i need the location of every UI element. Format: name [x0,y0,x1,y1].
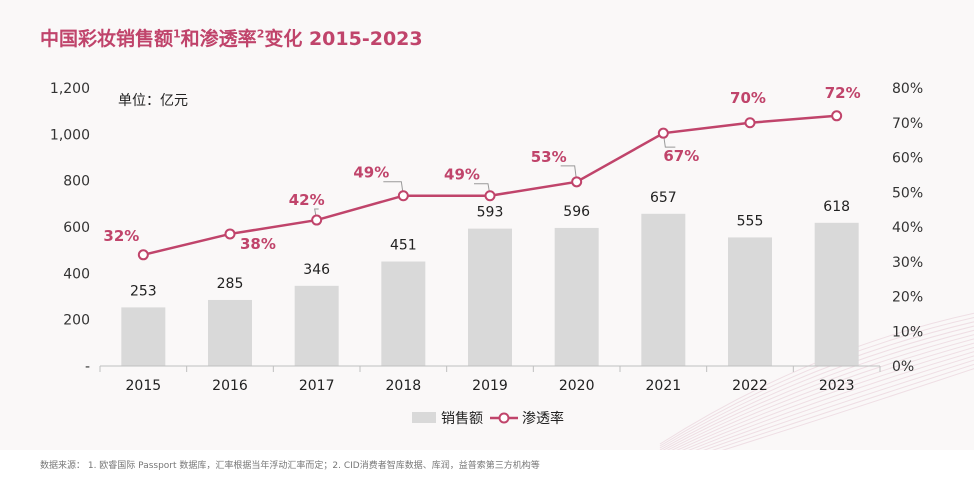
bar-series: 253 285 346 451 593 596 657 555 618 [121,190,859,366]
penetration-value-label: 49% [444,166,480,184]
penetration-value-label: 38% [240,235,276,253]
right-y-axis: 0% 10% 20% 30% 40% 50% 60% 70% 80% [892,81,923,375]
bar-2018 [381,261,426,366]
title-footnote-2: 2 [256,27,265,41]
decorative-wave-line [711,363,974,450]
right-axis-tick-label: 50% [892,185,923,201]
decorative-wave-line [721,368,974,450]
decorative-wave-line [671,338,974,450]
x-axis-tick-label: 2016 [212,378,248,394]
decorative-wave-line [676,342,974,450]
decorative-wave-line [703,359,974,450]
legend: 销售额 渗透率 [412,410,564,427]
bar-value-label: 618 [823,199,850,215]
penetration-value-label: 67% [663,147,699,165]
x-axis: 2015 2016 2017 2018 2019 2020 2021 2022 2023 [99,365,881,394]
decorative-wave-line [659,321,974,449]
point-2022 [744,117,756,129]
point-2021 [657,127,669,139]
penetration-value-label: 53% [531,148,567,166]
point-2023 [831,110,843,122]
x-axis-tick-label: 2018 [386,378,422,394]
legend-label-bar: 销售额 [441,411,483,427]
bar-value-label: 593 [477,205,504,221]
combo-chart: 单位：亿元 - 200 400 600 800 1,000 1,200 0% 10% 20% 30… [50,81,974,450]
decorative-wave-line [695,355,974,450]
penetration-value-label: 72% [825,84,861,102]
decorative-wave-line [681,346,974,450]
right-axis-tick-label: 30% [892,255,923,271]
right-axis-tick-label: 70% [892,116,923,132]
penetration-value-label: 42% [289,191,325,209]
penetration-value-label: 32% [103,227,139,245]
right-axis-tick-label: 10% [892,324,923,340]
left-axis-tick-label: - [85,359,90,375]
title-part-1: 中国彩妆销售额 [40,28,174,50]
decorative-wave-line [662,329,974,450]
left-axis-tick-label: 1,200 [50,81,90,97]
point-2018 [397,190,409,202]
bar-2019 [468,228,512,366]
x-axis-tick-label: 2020 [559,378,595,394]
bar-value-label: 596 [563,204,590,220]
chart-title: 中国彩妆销售额1和渗透率2变化 2015-2023 [40,24,423,51]
bar-value-label: 253 [130,283,157,299]
left-axis-tick-label: 200 [63,313,90,329]
legend-marker [498,412,510,424]
left-axis-tick-label: 600 [63,220,90,236]
bar-2016 [208,299,252,366]
point-2020 [571,176,583,188]
right-axis-tick-label: 80% [892,81,923,97]
bar-value-label: 657 [650,190,677,206]
title-footnote-1: 1 [173,27,181,41]
bar-2021 [641,213,686,366]
decorative-wave-line [688,351,974,450]
penetration-value-label: 70% [730,89,766,107]
unit-label: 单位：亿元 [118,93,188,109]
right-axis-tick-label: 20% [892,290,923,306]
bar-value-label: 346 [303,262,330,278]
x-axis-tick-label: 2019 [472,378,508,394]
title-part-3: 变化 2015-2023 [264,28,423,50]
bar-2017 [294,285,339,366]
bar-value-label: 285 [217,276,244,292]
right-axis-tick-label: 60% [892,151,923,167]
point-2016 [224,228,236,240]
point-2019 [484,190,496,202]
penetration-value-label: 49% [353,164,389,182]
point-2015 [137,249,149,261]
bar-2020 [554,227,599,366]
x-axis-tick-label: 2015 [126,378,162,394]
x-axis-tick-label: 2023 [819,378,855,394]
right-axis-tick-label: 0% [892,359,914,375]
decorative-waves [659,312,974,450]
bar-2015 [121,307,166,366]
x-axis-tick-label: 2017 [299,378,335,394]
bar-2023 [814,222,859,366]
left-axis-tick-label: 1,000 [50,127,90,143]
bar-value-label: 451 [390,238,417,254]
point-2017 [311,214,323,226]
bar-value-label: 555 [737,213,764,229]
legend-label-line: 渗透率 [522,410,564,427]
left-axis-tick-label: 400 [63,266,90,282]
chart-card [0,0,974,450]
source-note: 数据来源： 1. 欧睿国际 Passport 数据库，汇率根据当年浮动汇率而定；… [40,461,540,471]
right-axis-tick-label: 40% [892,220,923,236]
x-axis-tick-label: 2022 [732,378,768,394]
decorative-wave-line [666,334,974,450]
left-axis-tick-label: 800 [63,174,90,190]
title-part-2: 和渗透率 [180,28,257,50]
legend-swatch-bar [412,412,436,423]
line-series: 32% 38% 42% 49% 49% 53% 67% 70% 72% [103,84,861,261]
x-axis-tick-label: 2021 [646,378,682,394]
left-y-axis: - 200 400 600 800 1,000 1,200 [50,81,90,375]
decorative-wave-line [659,325,974,450]
bar-2022 [728,237,772,366]
